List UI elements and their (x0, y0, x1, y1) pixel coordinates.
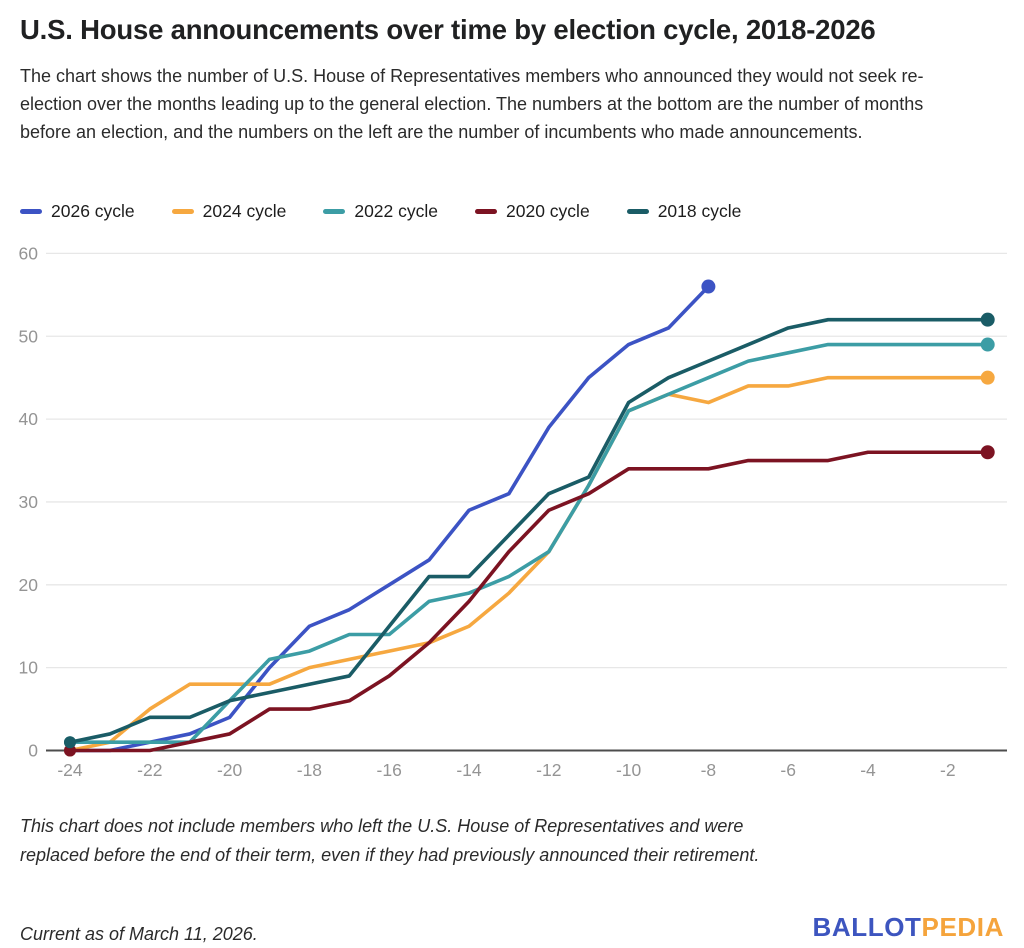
series-start-dot-2018-cycle (64, 736, 76, 749)
x-tick-label: -8 (701, 760, 717, 780)
legend-label-2018-cycle: 2018 cycle (657, 201, 742, 221)
chart-description: The chart shows the number of U.S. House… (20, 66, 924, 142)
series-end-dot-2022-cycle (980, 337, 995, 352)
legend-item-2026-cycle: 2026 cycle (20, 201, 135, 222)
legend-swatch-2024-cycle (171, 209, 194, 214)
legend-item-2020-cycle: 2020 cycle (475, 201, 590, 222)
y-tick-label: 60 (19, 243, 39, 263)
series-line-2024-cycle (68, 375, 990, 753)
x-tick-label: -2 (940, 760, 956, 780)
x-tick-label: -4 (860, 760, 876, 780)
legend-label-2024-cycle: 2024 cycle (202, 201, 287, 221)
x-tick-label: -22 (137, 760, 162, 780)
series-line-2018-cycle (68, 317, 990, 745)
legend-label-2026-cycle: 2026 cycle (51, 201, 135, 221)
x-tick-label: -12 (536, 760, 561, 780)
line-chart: 0 10 20 30 40 50 60 -24 -22 -20 -18 -16 -14 -12 -10 -8 -… (19, 243, 1007, 780)
y-tick-label: 10 (19, 658, 39, 678)
series-line-2022-cycle (68, 342, 990, 745)
legend-label-2022-cycle: 2022 cycle (354, 201, 439, 221)
logo-pedia: PEDIA (921, 912, 1004, 942)
y-tick-label: 20 (19, 575, 39, 595)
chart-title: U.S. House announcements over time by el… (20, 14, 876, 45)
legend-item-2024-cycle: 2024 cycle (171, 201, 287, 222)
x-tick-label: -16 (377, 760, 402, 780)
ballotpedia-logo: BALLOTPEDIA (813, 912, 1005, 943)
legend-swatch-2022-cycle (323, 209, 346, 214)
y-tick-label: 0 (28, 741, 38, 761)
line-chart-area: 0 10 20 30 40 50 60 -24 -22 -20 -18 -16 -14 -12 -10 -8 -… (0, 238, 1024, 790)
series-end-dot-2020-cycle (980, 445, 995, 460)
y-tick-label: 30 (19, 492, 39, 512)
series-end-dot-2024-cycle (980, 370, 995, 385)
legend-label-2020-cycle: 2020 cycle (506, 201, 590, 221)
series-end-dot-2026-cycle (701, 279, 716, 294)
x-tick-label: -18 (297, 760, 322, 780)
series-line-2026-cycle (68, 284, 711, 753)
legend-swatch-2018-cycle (626, 209, 649, 214)
current-as-of: Current as of March 11, 2026. (20, 924, 258, 944)
chart-legend: 2026 cycle 2024 cycle 2022 cycle 2020 cy… (20, 201, 741, 222)
chart-footnote: This chart does not include members who … (20, 816, 760, 865)
series-line-2020-cycle (68, 450, 990, 753)
series-end-dot-2018-cycle (980, 312, 995, 327)
legend-item-2022-cycle: 2022 cycle (323, 201, 438, 222)
legend-swatch-2026-cycle (20, 209, 42, 214)
x-tick-label: -24 (57, 760, 83, 780)
y-tick-label: 50 (19, 326, 39, 346)
x-tick-label: -6 (780, 760, 796, 780)
y-tick-label: 40 (19, 409, 39, 429)
x-tick-label: -14 (456, 760, 482, 780)
series-start-dot-2020-cycle (64, 744, 76, 757)
logo-ballot: BALLOT (812, 912, 922, 942)
legend-swatch-2020-cycle (475, 209, 498, 214)
x-tick-label: -20 (217, 760, 243, 780)
legend-item-2018-cycle: 2018 cycle (626, 201, 742, 222)
x-tick-label: -10 (616, 760, 642, 780)
